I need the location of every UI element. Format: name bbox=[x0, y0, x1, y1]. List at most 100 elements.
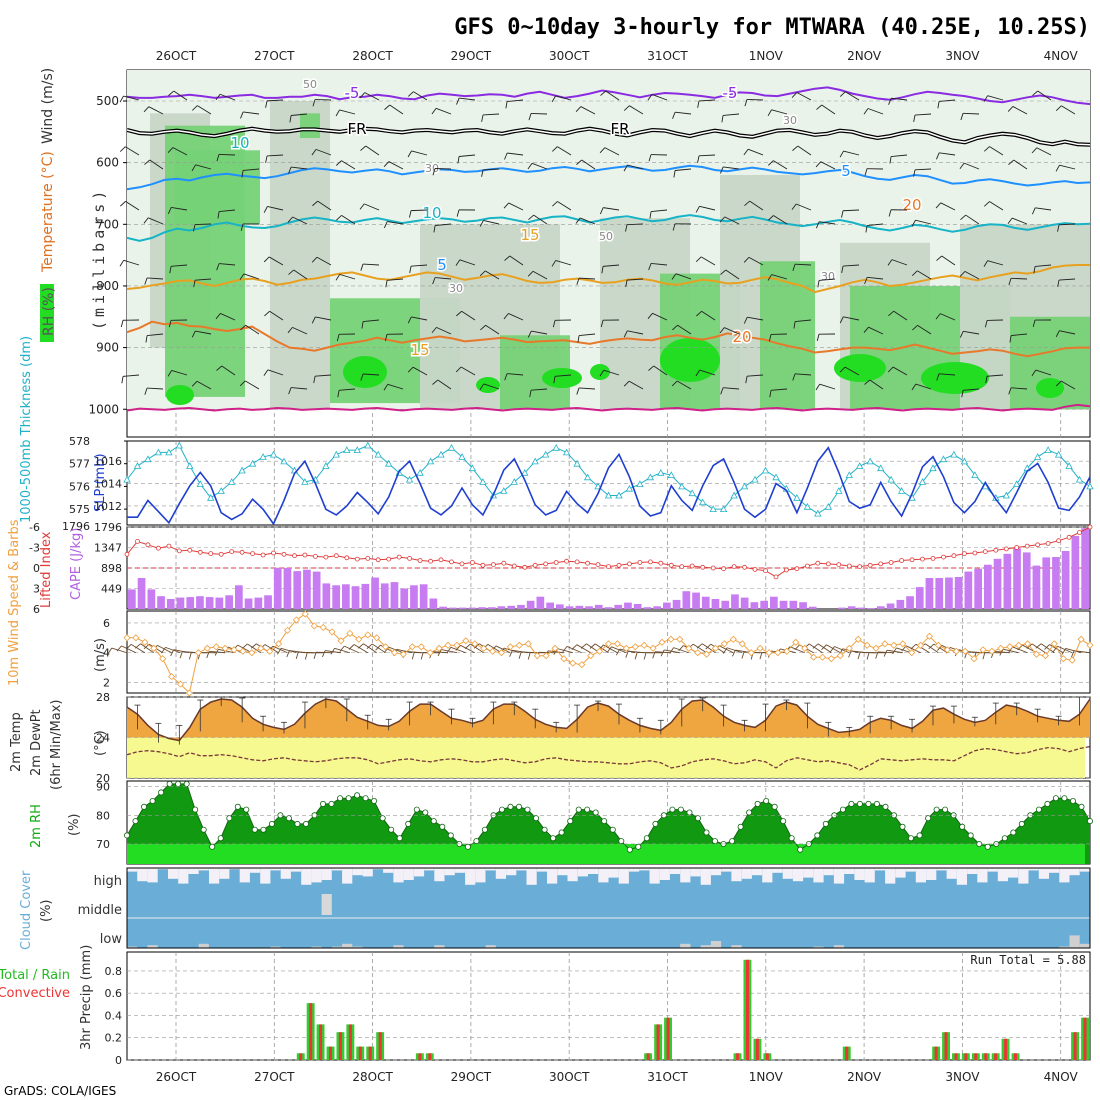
upper-wind-barb-feather bbox=[793, 321, 796, 329]
wind10-barb-feather bbox=[339, 645, 345, 652]
rh2m-label: 2m RH bbox=[29, 804, 44, 848]
upper-wind-barb-feather bbox=[1033, 266, 1036, 274]
upper-wind-barb-staff bbox=[771, 388, 788, 391]
upper-wind-barb-feather bbox=[455, 259, 461, 266]
rh2m-base-band bbox=[127, 843, 1085, 864]
upper-wind-barb-feather bbox=[695, 256, 702, 263]
thickness-marker bbox=[385, 459, 393, 467]
upper-wind-barb bbox=[1032, 319, 1052, 327]
wind10-barb-feather bbox=[304, 652, 308, 660]
wind10-barb bbox=[857, 651, 877, 660]
thickness-marker bbox=[426, 457, 435, 465]
upper-wind-barb-feather bbox=[815, 383, 821, 391]
isotherm-line bbox=[126, 320, 1090, 358]
contour-label: 20 bbox=[732, 328, 751, 346]
upper-wind-barb bbox=[961, 388, 980, 398]
upper-wind-barb-staff bbox=[867, 108, 884, 115]
upper-wind-barb-feather bbox=[1007, 106, 1014, 112]
rh2m-marker bbox=[856, 800, 863, 807]
upper-wind-barb-staff bbox=[364, 203, 380, 211]
isotherm-line bbox=[126, 403, 1091, 412]
upper-wind-barb-staff bbox=[819, 278, 836, 281]
lifted-index-marker bbox=[208, 551, 214, 556]
upper-wind-barb-staff bbox=[746, 98, 764, 101]
wind10-barb-feather bbox=[999, 649, 1004, 656]
thickness-marker bbox=[657, 468, 665, 476]
cloud-high-clear bbox=[219, 868, 230, 879]
upper-wind-barb bbox=[865, 223, 884, 233]
rh2m-marker bbox=[175, 780, 182, 787]
upper-wind-barb bbox=[744, 200, 764, 211]
rh2m-marker bbox=[771, 803, 778, 810]
thickness-marker bbox=[1013, 480, 1021, 487]
cloud-high-clear bbox=[874, 868, 886, 871]
wind10-speed-marker bbox=[649, 644, 657, 652]
upper-wind-barb bbox=[888, 209, 908, 217]
upper-wind-barb bbox=[913, 113, 932, 122]
upper-wind-barb-staff bbox=[675, 273, 692, 280]
rh2m-marker bbox=[234, 803, 241, 810]
upper-wind-barb bbox=[959, 271, 980, 280]
upper-wind-barb-feather bbox=[697, 155, 700, 163]
cape-bar bbox=[244, 598, 253, 609]
cloud-high-clear bbox=[833, 868, 845, 884]
wind10-barb bbox=[286, 650, 306, 658]
contour-label: 30 bbox=[783, 114, 797, 127]
upper-wind-barb-staff bbox=[125, 201, 140, 211]
wind10-speed-marker bbox=[533, 652, 541, 660]
thickness-marker bbox=[772, 473, 780, 481]
upper-wind-barb bbox=[792, 263, 812, 272]
lifted-index-marker bbox=[449, 559, 454, 565]
wind10-speed-marker bbox=[604, 640, 613, 648]
contour-label: 15 bbox=[520, 226, 539, 244]
wind10-barb-feather bbox=[892, 647, 897, 655]
upper-wind-barb-feather bbox=[815, 221, 820, 229]
thickness-marker bbox=[510, 478, 518, 485]
cape-bar bbox=[1003, 553, 1012, 609]
upper-wind-barb-feather bbox=[911, 270, 918, 276]
wind10-speed-marker bbox=[292, 616, 300, 624]
upper-wind-barb bbox=[1055, 330, 1076, 338]
upper-wind-barb-staff bbox=[723, 387, 740, 390]
upper-wind-barb-staff bbox=[171, 206, 188, 211]
upper-wind-barb bbox=[575, 106, 596, 115]
lifted-index-marker bbox=[176, 548, 182, 554]
thickness-marker bbox=[877, 464, 885, 472]
precip-total-label: Total / Rain bbox=[0, 968, 70, 983]
dewpoint-band bbox=[127, 737, 1085, 778]
rh2m-marker bbox=[703, 829, 710, 836]
cape-bar bbox=[293, 571, 302, 609]
lifted-index-marker bbox=[920, 556, 925, 562]
wind10-speed-marker bbox=[497, 649, 506, 657]
rh2m-marker bbox=[677, 806, 684, 813]
wind10-speed-marker bbox=[301, 610, 309, 618]
cloud-low-bar bbox=[813, 946, 824, 948]
lifted-index-marker bbox=[333, 553, 339, 559]
cloud-high-clear bbox=[700, 868, 711, 885]
upper-wind-barb bbox=[119, 95, 140, 103]
wind10-speed-marker bbox=[310, 622, 318, 630]
cape-bar bbox=[322, 583, 331, 609]
wind10-barb bbox=[866, 652, 885, 660]
upper-wind-barb-staff bbox=[1037, 90, 1052, 101]
lifted-index-marker bbox=[574, 559, 580, 565]
wind10-barb bbox=[571, 644, 591, 654]
upper-wind-barb-staff bbox=[914, 168, 932, 171]
wind10-barb-feather bbox=[313, 652, 317, 659]
rh2m-marker bbox=[601, 818, 608, 825]
upper-wind-barb-staff bbox=[243, 168, 260, 171]
cape-bar bbox=[157, 596, 165, 609]
lifted-index-marker bbox=[846, 563, 852, 569]
upper-wind-barb-feather bbox=[527, 270, 534, 277]
wind10-barb-feather bbox=[1044, 644, 1050, 650]
wind10-barb-staff bbox=[469, 643, 484, 654]
upper-wind-barb-feather bbox=[288, 387, 292, 395]
upper-wind-barb bbox=[792, 373, 812, 381]
wind10-speed-marker bbox=[970, 655, 978, 663]
lifted-index-marker bbox=[982, 549, 988, 554]
upper-wind-barb bbox=[479, 270, 500, 280]
rh2m-tick-label: 70 bbox=[96, 838, 110, 851]
upper-wind-barb bbox=[383, 161, 404, 170]
rh2m-marker bbox=[260, 826, 267, 833]
lifted-index-marker bbox=[323, 554, 329, 560]
